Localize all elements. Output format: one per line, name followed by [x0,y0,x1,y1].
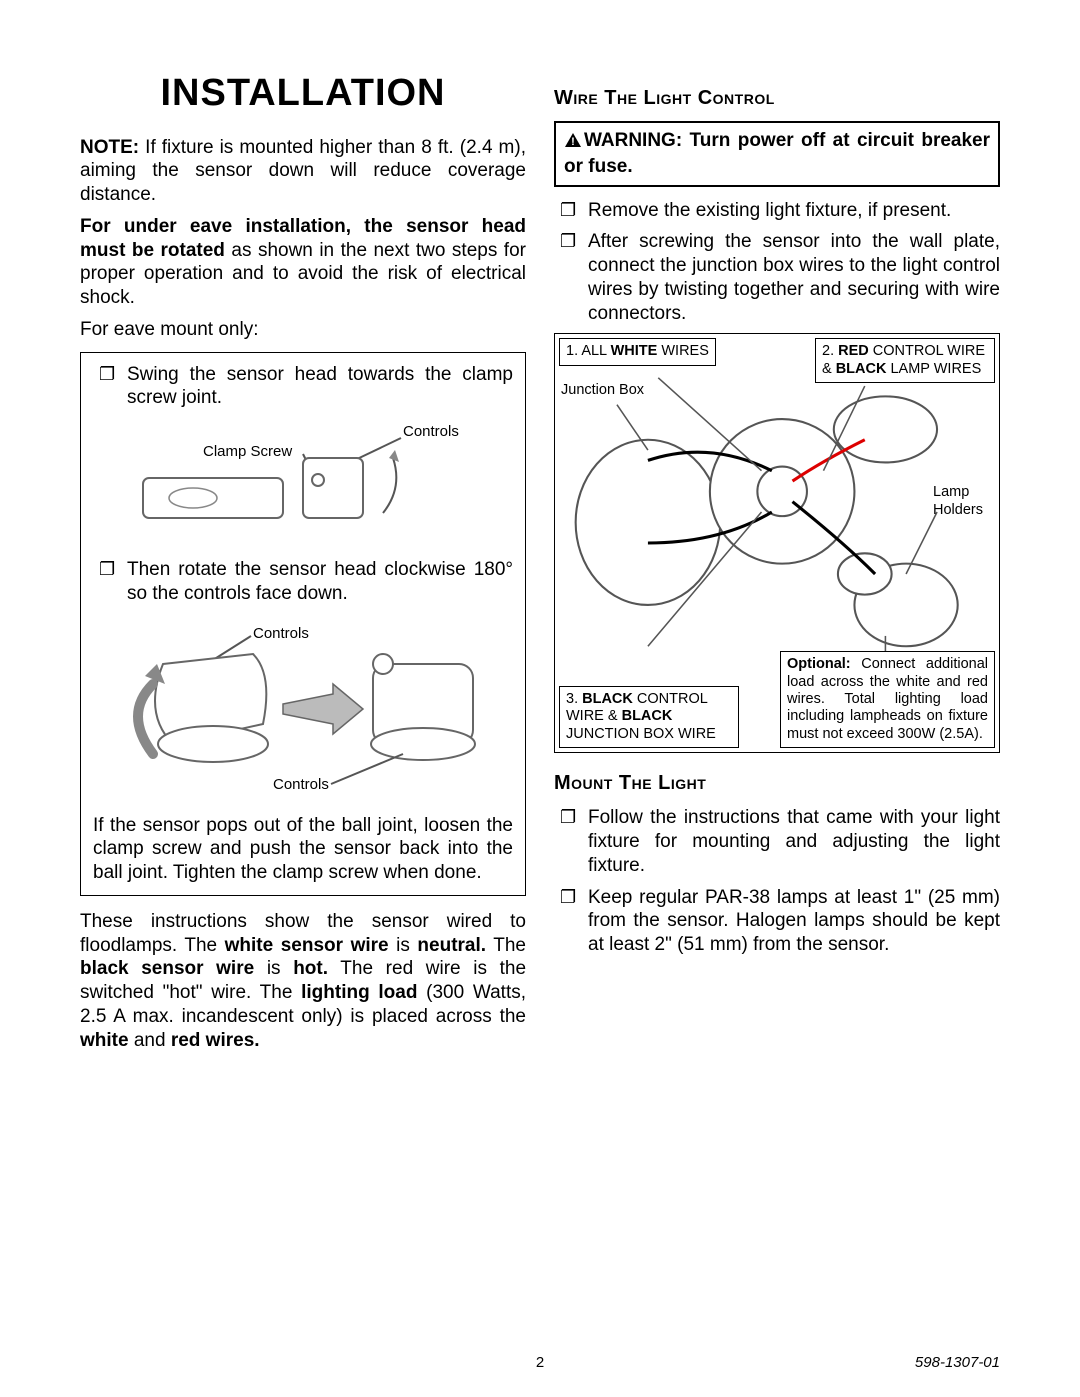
diagram-rotate-sensor: Controls Controls [93,614,513,804]
right-column: Wire The Light Control ! WARNING: Turn p… [554,70,1000,1060]
wiring-notes: These instructions show the sensor wired… [80,910,526,1053]
mount-step-2: Keep regular PAR-38 lamps at least 1" (2… [554,886,1000,957]
black-wires-label: 3. BLACK CONTROL WIRE & BLACK JUNCTION B… [559,686,739,748]
mount-step-1: Follow the instructions that came with y… [554,806,1000,877]
page-footer: 2 598-1307-01 [0,1354,1080,1373]
warning-icon: ! [564,131,582,155]
d1-controls-label: Controls [403,423,459,440]
popout-note: If the sensor pops out of the ball joint… [93,814,513,885]
page-title: INSTALLATION [80,70,526,118]
warning-box: ! WARNING: Turn power off at circuit bre… [554,121,1000,187]
wire-heading: Wire The Light Control [554,86,1000,111]
note-prefix: NOTE: [80,137,139,158]
svg-text:!: ! [571,136,575,148]
note-paragraph: NOTE: If fixture is mounted higher than … [80,136,526,207]
d2-controls1-label: Controls [253,625,309,642]
warning-label: WARNING: [584,130,682,151]
d2-controls2-label: Controls [273,776,329,793]
wire-step-2: After screwing the sensor into the wall … [554,230,1000,325]
left-column: INSTALLATION NOTE: If fixture is mounted… [80,70,526,1060]
optional-load-label: Optional: Connect additional load across… [780,651,995,748]
d1-clamp-label: Clamp Screw [203,443,292,460]
eave-steps-box: Swing the sensor head towards the clamp … [80,352,526,896]
eave-paragraph: For under eave installation, the sensor … [80,215,526,310]
mount-heading: Mount The Light [554,771,1000,796]
wire-step-1: Remove the existing light fixture, if pr… [554,199,1000,223]
eave-only-label: For eave mount only: [80,318,526,342]
doc-number: 598-1307-01 [915,1354,1000,1373]
step-1: Swing the sensor head towards the clamp … [93,363,513,411]
step-2: Then rotate the sensor head clockwise 18… [93,558,513,606]
diagram-swing-sensor: Controls Clamp Screw [93,418,513,548]
note-body: If fixture is mounted higher than 8 ft. … [80,137,526,206]
wiring-diagram: 1. ALL WHITE WIRES 2. RED CONTROL WIRE &… [554,333,1000,753]
